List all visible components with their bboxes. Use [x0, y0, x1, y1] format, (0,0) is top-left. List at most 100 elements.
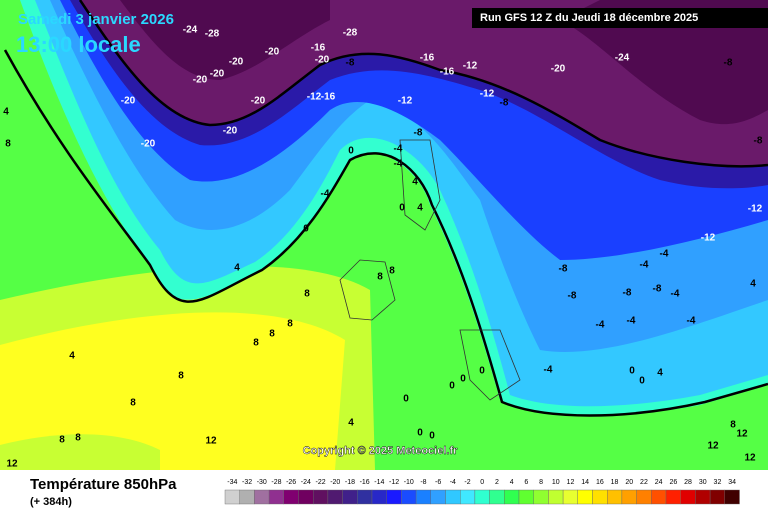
contour-label: -4 — [394, 144, 403, 155]
contour-label: 12 — [6, 459, 18, 470]
contour-label: 4 — [412, 177, 418, 188]
contour-label: -8 — [414, 128, 423, 139]
contour-label: -8 — [568, 291, 577, 302]
contour-label: -16 — [311, 43, 326, 54]
legend-label: -20 — [330, 479, 340, 486]
legend-label: -4 — [450, 479, 456, 486]
legend-label: -18 — [345, 479, 355, 486]
contour-label: -20 — [551, 64, 566, 75]
legend-swatch — [709, 489, 725, 505]
contour-label: -4 — [627, 316, 636, 327]
legend-label: -22 — [315, 479, 325, 486]
copyright: Copyright © 2025 Meteociel.fr — [303, 445, 459, 457]
legend-swatch — [342, 489, 358, 505]
legend-swatch — [239, 489, 255, 505]
legend-label: 18 — [611, 479, 619, 486]
legend-label: -30 — [257, 479, 267, 486]
contour-label: -12 — [480, 89, 495, 100]
contour-label: -8 — [500, 98, 509, 109]
contour-label: 0 — [399, 203, 405, 214]
contour-label: 0 — [629, 366, 635, 377]
contour-label: 8 — [130, 398, 136, 409]
contour-label: -8 — [653, 284, 662, 295]
legend-label: 2 — [495, 479, 499, 486]
legend-label: 20 — [625, 479, 633, 486]
legend-label: -8 — [420, 479, 426, 486]
legend-swatch — [518, 489, 534, 505]
contour-label: -8 — [724, 58, 733, 69]
legend-label: 4 — [510, 479, 514, 486]
contour-label: -20 — [210, 69, 225, 80]
contour-label: 8 — [304, 289, 310, 300]
contour-label: 8 — [253, 338, 259, 349]
legend-swatch — [268, 489, 285, 505]
legend-swatch — [504, 489, 520, 505]
legend-swatch — [386, 489, 402, 505]
legend-swatch — [607, 489, 623, 505]
legend-swatch — [445, 489, 461, 505]
contour-label: -20 — [315, 55, 330, 66]
legend-swatch — [430, 489, 446, 505]
contour-label: -12 — [701, 233, 716, 244]
contour-label: -8 — [346, 58, 355, 69]
legend-label: -28 — [271, 479, 281, 486]
legend-label: -34 — [227, 479, 237, 486]
legend-label: 14 — [581, 479, 589, 486]
legend-label: 10 — [552, 479, 560, 486]
contour-label: -20 — [223, 126, 238, 137]
run-info: Run GFS 12 Z du Jeudi 18 décembre 2025 — [480, 12, 698, 24]
contour-label: -16 — [440, 67, 455, 78]
contour-label: -8 — [754, 136, 763, 147]
legend-swatch — [651, 489, 667, 505]
contour-label: -4 — [596, 320, 605, 331]
contour-label: 8 — [377, 272, 383, 283]
legend-swatch — [533, 489, 549, 505]
contour-label: -4 — [640, 260, 649, 271]
contour-label: 8 — [269, 329, 275, 340]
contour-label: -4 — [394, 159, 403, 170]
legend-label: 24 — [655, 479, 663, 486]
contour-label: -12 — [398, 96, 413, 107]
contour-label: -8 — [559, 264, 568, 275]
legend-label: 12 — [567, 479, 575, 486]
legend-label: -2 — [464, 479, 470, 486]
contour-label: 12 — [707, 441, 719, 452]
legend-label: 6 — [524, 479, 528, 486]
contour-label: 8 — [75, 433, 81, 444]
contour-label: -20 — [251, 96, 266, 107]
contour-label: -4 — [660, 249, 669, 260]
legend-title: Température 850hPa — [30, 476, 177, 493]
legend-swatch — [621, 489, 637, 505]
contour-label: -16 — [420, 53, 435, 64]
contour-label: 8 — [730, 420, 736, 431]
coastline — [339, 139, 521, 401]
contour-label: -16 — [321, 92, 336, 103]
contour-label: -4 — [687, 316, 696, 327]
legend-label: -24 — [301, 479, 311, 486]
contour-label: 8 — [389, 266, 395, 277]
legend-swatch — [460, 489, 476, 505]
legend-swatch — [592, 489, 608, 505]
contour-label: 4 — [234, 263, 240, 274]
temp-zone — [0, 312, 345, 470]
contour-label: 12 — [205, 436, 217, 447]
legend-label: 34 — [728, 479, 736, 486]
contour-label: 0 — [303, 224, 309, 235]
forecast-time: 13:00 locale — [16, 32, 141, 57]
contour-label: 8 — [178, 371, 184, 382]
contour-label: -28 — [205, 29, 220, 40]
contour-label: 12 — [736, 429, 748, 440]
legend-label: -26 — [286, 479, 296, 486]
legend-label: 16 — [596, 479, 604, 486]
legend-label: 8 — [539, 479, 543, 486]
contour-label: 0 — [403, 394, 409, 405]
temp-zone — [120, 0, 768, 125]
contour-label: 8 — [287, 319, 293, 330]
contour-label: -12 — [307, 92, 322, 103]
contour-label: 12 — [744, 453, 756, 464]
contour-label: 0 — [639, 376, 645, 387]
contour-label: 0 — [429, 431, 435, 442]
lead-time: (+ 384h) — [30, 496, 72, 508]
contour-label: -4 — [321, 189, 330, 200]
contour-label: -4 — [544, 365, 553, 376]
